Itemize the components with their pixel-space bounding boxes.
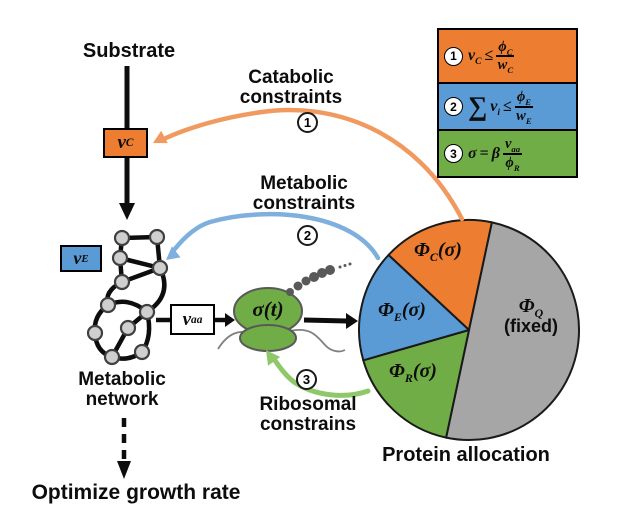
legend-formula-2: ∑ vi ≤ ϕE wE: [468, 89, 533, 126]
pie-slice-phiC: [387, 219, 493, 331]
eq3-fraction: vaa ϕR: [502, 136, 523, 173]
eq3-coefficient: β: [491, 144, 500, 162]
constraint-3-badge: 3: [296, 369, 317, 390]
ribosomal-line1: Ribosomal: [259, 394, 357, 415]
phiQ-symbol-line: ΦQ: [481, 295, 581, 320]
ribosome: [217, 262, 352, 353]
eq1-denominator: wC: [497, 57, 514, 75]
phiR-subscript: R: [404, 371, 413, 385]
pie-slice-phiQ: [445, 221, 580, 441]
phiQ-subscript: Q: [534, 306, 544, 320]
ve-symbol: v: [73, 248, 82, 268]
protein-allocation-caption: Protein allocation: [382, 444, 550, 466]
eq2-fraction: ϕE wE: [514, 89, 533, 126]
eq2-relation: ≤: [503, 97, 512, 115]
phiQ-fixed-line: (fixed): [504, 316, 558, 336]
catabolic-line1: Catabolic: [248, 67, 334, 88]
ribosomal-line2: constrains: [259, 413, 357, 435]
eq1-lhs: vC: [468, 47, 482, 68]
phiC-symbol: Φ: [414, 239, 430, 261]
legend-row-catabolic: 1 vC ≤ ϕC wC: [439, 30, 576, 84]
metabolic-constraint-arrow: [166, 211, 381, 261]
network-nodes: [86, 228, 169, 366]
sigma-t-label: σ(t): [252, 297, 284, 321]
catabolic-constraint-arrow: [153, 107, 465, 222]
optimize-growth-arrow: [117, 418, 131, 479]
legend-formula-3: σ = β vaa ϕR: [468, 136, 523, 173]
metabolic-network-graph: [86, 228, 169, 366]
eq3-relation: =: [479, 144, 489, 162]
phiE-suffix: (σ): [401, 299, 426, 321]
eq1-numerator: ϕC: [496, 38, 515, 57]
metabolic-network-line1: Metabolic: [78, 369, 166, 390]
pie-slice-phiE: [358, 254, 470, 362]
eq1-relation: ≤: [484, 47, 494, 64]
protein-allocation-pie: [358, 219, 580, 441]
phiR-suffix: (σ): [412, 360, 437, 382]
eq2-numerator: ϕE: [514, 89, 533, 108]
eq1-fraction: ϕC wC: [496, 38, 515, 75]
metabolic-constraints-label: Metabolic constraints: [234, 174, 374, 214]
eq3-lhs: σ: [468, 144, 477, 162]
pie-slice-phiR: [362, 329, 470, 439]
pie-label-phiR: ΦR(σ): [373, 360, 453, 385]
vaa-symbol: v: [182, 308, 192, 330]
ribosomal-constrains-label: Ribosomal constrains: [238, 395, 378, 435]
vaa-flux-arrow: [156, 313, 235, 327]
legend-formula-1: vC ≤ ϕC wC: [468, 38, 515, 75]
phiC-subscript: C: [429, 250, 438, 264]
mrna-strand-right: [289, 328, 346, 353]
eq2-lhs: vi: [490, 97, 501, 118]
pie-label-phiE: ΦE(σ): [362, 299, 442, 324]
ribosome-small-subunit: [239, 324, 297, 352]
pie-label-phiC: ΦC(σ): [398, 239, 478, 264]
pie-label-phiQ: ΦQ (fixed): [481, 296, 581, 336]
constraints-legend: 1 vC ≤ ϕC wC 2 ∑ vi ≤ ϕE wE: [437, 28, 578, 178]
phiQ-symbol: Φ: [518, 295, 535, 317]
eq3-numerator: vaa: [502, 136, 523, 155]
vaa-flux-box: v aa: [170, 304, 215, 335]
ribosome-to-pie-arrow: [303, 313, 358, 329]
ribosomal-constraint-arrow: [266, 350, 371, 398]
metabolic-network-label: Metabolic network: [52, 370, 192, 410]
catabolic-constraints-label: Catabolic constraints: [221, 68, 361, 108]
phiC-suffix: (σ): [437, 239, 462, 261]
vc-symbol: v: [117, 132, 126, 153]
metabolic-constraints-line2: constraints: [252, 192, 356, 214]
legend-row-ribosomal: 3 σ = β vaa ϕR: [439, 131, 576, 176]
peptide-chain: [286, 262, 352, 296]
eq3-denominator: ϕR: [505, 154, 520, 173]
summation-symbol: ∑: [468, 91, 488, 122]
constraint-1-badge: 1: [297, 112, 318, 133]
legend-badge-3: 3: [444, 144, 463, 163]
optimize-growth-rate-label: Optimize growth rate: [31, 481, 241, 504]
constraint-2-badge: 2: [297, 225, 318, 246]
legend-badge-2: 2: [444, 97, 463, 116]
phiE-subscript: E: [393, 310, 402, 324]
catabolic-line2: constraints: [239, 86, 343, 108]
phiE-symbol: Φ: [378, 299, 394, 321]
metabolic-network-line2: network: [85, 388, 159, 410]
metabolic-constraints-line1: Metabolic: [260, 173, 348, 194]
phiR-symbol: Φ: [389, 360, 405, 382]
eq2-denominator: wE: [516, 107, 532, 126]
legend-badge-1: 1: [444, 46, 463, 66]
substrate-label: Substrate: [82, 40, 176, 62]
legend-row-metabolic: 2 ∑ vi ≤ ϕE wE: [439, 84, 576, 131]
